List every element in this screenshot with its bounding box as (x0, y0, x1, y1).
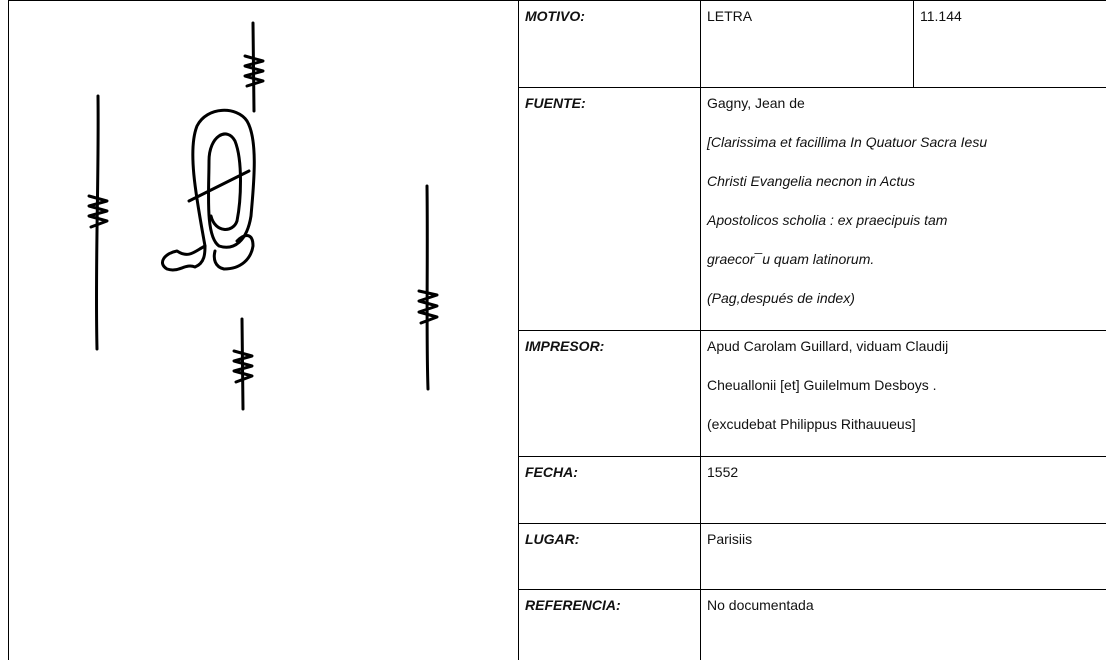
value: No documentada (700, 589, 1106, 660)
value: 11.144 (913, 0, 1106, 88)
text: No documentada (707, 597, 814, 613)
label: IMPRESOR: (518, 330, 701, 457)
text: Gagny, Jean de (707, 95, 805, 111)
label: FUENTE: (518, 87, 701, 331)
text: (Pag,después de index) (707, 290, 855, 306)
text: graecor¯u quam latinorum. (707, 251, 875, 267)
value: Parisiis (700, 523, 1106, 590)
text: Parisiis (707, 531, 753, 547)
value: Gagny, Jean de [Clarissima et facillima … (700, 87, 1106, 331)
text: Cheuallonii [et] Guilelmum Desboys . (707, 377, 937, 393)
text: 1552 (707, 464, 739, 480)
text: FECHA: (525, 464, 578, 480)
value: LETRA (700, 0, 914, 88)
row: MOTIVO: LETRA 11.144 (518, 0, 1106, 88)
row: FECHA: 1552 (518, 456, 1106, 524)
watermark-drawing (87, 21, 439, 411)
text: Apud Carolam Guillard, viduam Claudij (707, 338, 949, 354)
row: FUENTE: Gagny, Jean de [Clarissima et fa… (518, 87, 1106, 331)
text: FUENTE: (525, 95, 586, 111)
text: LUGAR: (525, 531, 580, 547)
row: REFERENCIA: No documentada (518, 589, 1106, 660)
text: Christi Evangelia necnon in Actus (707, 173, 916, 189)
row: LUGAR: Parisiis (518, 523, 1106, 590)
label: REFERENCIA: (518, 589, 701, 660)
label: LUGAR: (518, 523, 701, 590)
text: IMPRESOR: (525, 338, 605, 354)
text: (excudebat Philippus Rithauueus] (707, 416, 916, 432)
label: MOTIVO: (518, 0, 701, 88)
value: 1552 (700, 456, 1106, 524)
text: 11.144 (920, 8, 962, 24)
row: IMPRESOR: Apud Carolam Guillard, viduam … (518, 330, 1106, 457)
text: [Clarissima et facillima In Quatuor Sacr… (707, 134, 988, 150)
text: REFERENCIA: (525, 597, 621, 613)
record-table: MOTIVO: LETRA 11.144 FUENTE: Gagny, Jean… (518, 0, 1106, 660)
watermark-image (8, 0, 518, 660)
value: Apud Carolam Guillard, viduam Claudij Ch… (700, 330, 1106, 457)
text: LETRA (707, 8, 753, 24)
text: MOTIVO: (525, 8, 585, 24)
text: Apostolicos scholia : ex praecipuis tam (707, 212, 948, 228)
label: FECHA: (518, 456, 701, 524)
